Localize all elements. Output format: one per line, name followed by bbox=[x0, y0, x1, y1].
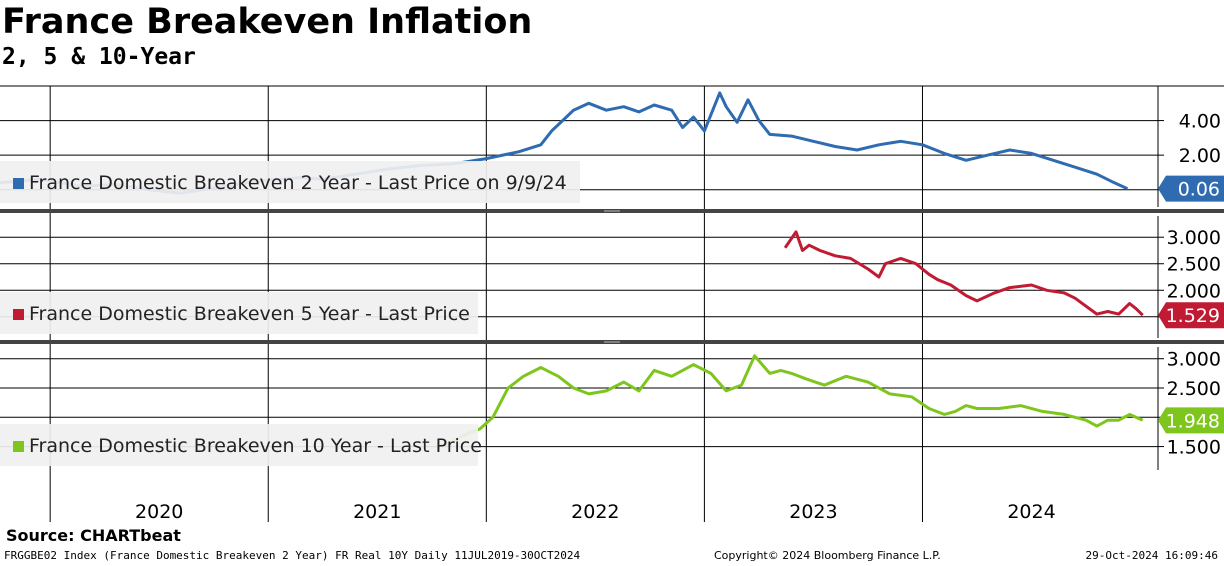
footer-copyright: Copyright© 2024 Bloomberg Finance L.P. bbox=[714, 549, 941, 562]
x-year-label-2021: 2021 bbox=[353, 501, 401, 523]
last-price-badge bbox=[1158, 407, 1224, 434]
legend-label: France Domestic Breakeven 10 Year - Last… bbox=[29, 435, 482, 457]
legend-box bbox=[0, 424, 478, 466]
source-label: Source: CHARTbeat bbox=[6, 526, 181, 545]
y-tick-label: 4.00 bbox=[1179, 111, 1221, 133]
y-tick-label: 2.500 bbox=[1167, 378, 1221, 400]
y-tick-label: 2.500 bbox=[1167, 254, 1221, 276]
last-price-badge bbox=[1158, 175, 1224, 202]
legend-swatch bbox=[13, 441, 24, 452]
x-year-label-2020: 2020 bbox=[135, 501, 183, 523]
y-tick-label: 3.000 bbox=[1167, 349, 1221, 371]
legend-label: France Domestic Breakeven 5 Year - Last … bbox=[29, 303, 470, 325]
panel-middle: 3.000 2.500 2.000 France Domestic Breakeven… bbox=[0, 216, 1224, 338]
chart-subtitle: 2, 5 & 10-Year bbox=[2, 44, 196, 70]
footer-index-text: FRGGBE02 Index (France Domestic Breakeve… bbox=[4, 549, 581, 562]
legend-swatch bbox=[13, 309, 24, 320]
last-price-badge bbox=[1158, 302, 1224, 329]
y-tick-label: 3.000 bbox=[1167, 227, 1221, 249]
panel-bottom: 3.000 2.500 1.500 France Domestic Breakeven… bbox=[0, 347, 1224, 470]
y-tick-label: 1.500 bbox=[1167, 437, 1221, 459]
x-year-label-2022: 2022 bbox=[571, 501, 619, 523]
y-tick-label: 2.00 bbox=[1179, 145, 1221, 167]
legend-swatch bbox=[13, 178, 24, 189]
series-line-middle bbox=[783, 230, 1144, 317]
footer-timestamp: 29-Oct-2024 16:09:46 bbox=[1085, 549, 1218, 562]
series-line-bottom bbox=[435, 354, 1144, 449]
panel-top: 4.00 2.00 France Domestic Breakeven 2 Year… bbox=[0, 86, 1224, 207]
last-price-value: 1.529 bbox=[1166, 305, 1220, 327]
x-year-label-2024: 2024 bbox=[1007, 501, 1055, 523]
legend-box bbox=[0, 292, 478, 334]
last-price-value: 0.06 bbox=[1178, 179, 1220, 201]
legend-box bbox=[0, 161, 580, 203]
chart-title: France Breakeven Inflation bbox=[2, 2, 533, 42]
last-price-value: 1.948 bbox=[1166, 410, 1220, 432]
x-year-label-2023: 2023 bbox=[789, 501, 837, 523]
legend-label: France Domestic Breakeven 2 Year - Last … bbox=[29, 172, 567, 194]
y-tick-label: 2.000 bbox=[1167, 280, 1221, 302]
